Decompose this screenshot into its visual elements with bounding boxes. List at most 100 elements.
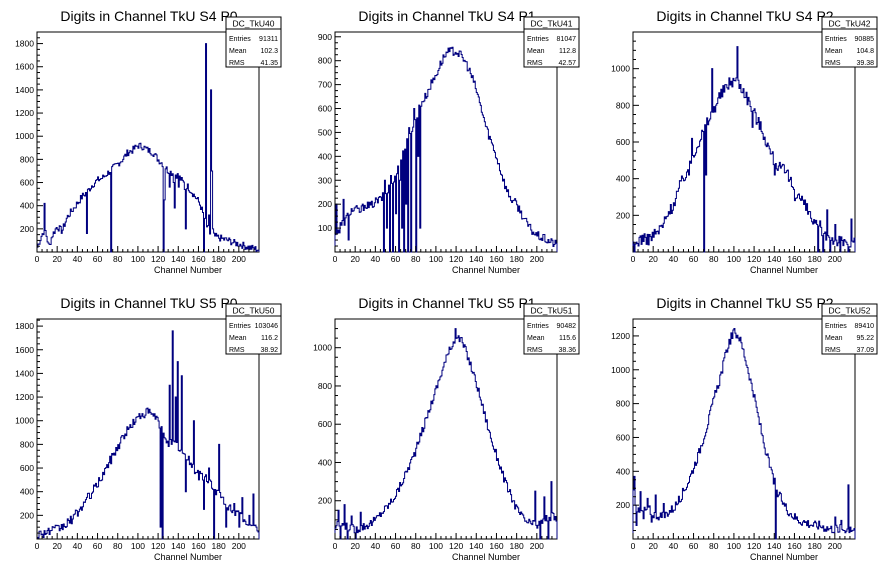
- y-tick-label: 600: [616, 432, 630, 442]
- histogram-series: [632, 46, 856, 253]
- stats-box-frame: [523, 303, 580, 355]
- histogram-panel: Digits in Channel TkU S4 P1 0 20 40 60 80 100 1…: [318, 8, 580, 275]
- chart-title: Digits in Channel TkU S4 P1: [358, 8, 535, 24]
- stats-value: 112.8: [559, 48, 576, 55]
- stats-label: RMS: [229, 347, 245, 354]
- x-tick-label: 140: [469, 541, 483, 551]
- y-tick-label: 600: [20, 463, 34, 473]
- stats-value: 90482: [557, 323, 577, 330]
- x-tick-label: 60: [391, 254, 401, 264]
- x-tick-label: 160: [191, 541, 205, 551]
- stats-name: DC_TkU50: [232, 306, 274, 316]
- x-tick-label: 100: [429, 541, 443, 551]
- x-tick-label: 100: [131, 254, 145, 264]
- stats-name: DC_TkU41: [530, 19, 572, 29]
- x-axis-label: Channel Number: [154, 552, 222, 562]
- x-tick-label: 0: [333, 541, 338, 551]
- y-tick-label: 700: [318, 80, 332, 90]
- y-tick-label: 1200: [15, 392, 34, 402]
- y-tick-label: 800: [616, 100, 630, 110]
- y-tick-label: 800: [318, 381, 332, 391]
- stats-label: RMS: [825, 347, 841, 354]
- x-tick-label: 100: [727, 541, 741, 551]
- y-tick-label: 500: [318, 127, 332, 137]
- histogram-panel: Digits in Channel TkU S5 P1 0 20 40 60 80 100 1…: [313, 295, 580, 562]
- y-tick-label: 1000: [313, 343, 332, 353]
- stats-value: 38.92: [260, 347, 278, 354]
- stats-value: 91311: [259, 36, 278, 43]
- histogram-panel: Digits in Channel TkU S5 P2 0 20 40 60 80 100 1…: [611, 295, 878, 562]
- x-axis-label: Channel Number: [750, 552, 818, 562]
- chart-title: Digits in Channel TkU S5 P0: [60, 295, 237, 311]
- x-tick-label: 0: [631, 254, 636, 264]
- y-tick-label: 800: [20, 154, 34, 164]
- histogram-series: [632, 327, 856, 540]
- stats-label: Mean: [229, 335, 247, 342]
- x-tick-label: 100: [727, 254, 741, 264]
- stats-label: RMS: [527, 60, 543, 67]
- x-tick-label: 0: [35, 541, 40, 551]
- y-tick-label: 600: [318, 104, 332, 114]
- stats-box: DC_TkU40 Entries 91311 Mean 102.3 RMS 41.35: [225, 16, 282, 68]
- histogram-series: [36, 330, 260, 540]
- y-tick-label: 400: [20, 487, 34, 497]
- x-axis-label: Channel Number: [750, 265, 818, 275]
- x-tick-label: 140: [767, 254, 781, 264]
- x-tick-label: 120: [151, 254, 165, 264]
- x-tick-label: 140: [767, 541, 781, 551]
- x-tick-label: 140: [469, 254, 483, 264]
- y-tick-label: 200: [318, 496, 332, 506]
- x-tick-label: 60: [391, 541, 401, 551]
- stats-box: DC_TkU52 Entries 89410 Mean 95.22 RMS 37.09: [821, 303, 878, 355]
- histogram-series: [36, 43, 260, 253]
- y-tick-label: 1200: [15, 108, 34, 118]
- stats-value: 81047: [557, 36, 577, 43]
- histogram-panel: Digits in Channel TkU S5 P0 0 20 40 60 80 100 1…: [15, 295, 282, 562]
- stats-label: Entries: [229, 36, 251, 43]
- y-tick-label: 1000: [15, 416, 34, 426]
- y-tick-label: 400: [318, 151, 332, 161]
- stats-value: 39.38: [856, 60, 874, 67]
- x-tick-label: 140: [171, 254, 185, 264]
- chart-title: Digits in Channel TkU S4 P0: [60, 8, 237, 24]
- stats-value: 41.35: [260, 60, 278, 67]
- stats-value: 38.36: [558, 347, 576, 354]
- x-tick-label: 200: [232, 254, 246, 264]
- x-axis-label: Channel Number: [154, 265, 222, 275]
- y-tick-label: 1800: [15, 39, 34, 49]
- x-tick-label: 120: [151, 541, 165, 551]
- x-tick-label: 60: [93, 254, 103, 264]
- stats-value: 42.57: [558, 60, 576, 67]
- chart-title: Digits in Channel TkU S5 P1: [358, 295, 535, 311]
- x-tick-label: 40: [371, 541, 381, 551]
- stats-box: DC_TkU42 Entries 90885 Mean 104.8 RMS 39.38: [821, 16, 878, 68]
- x-tick-label: 60: [689, 541, 699, 551]
- stats-label: Mean: [229, 48, 247, 55]
- stats-name: DC_TkU40: [232, 19, 274, 29]
- x-tick-label: 160: [489, 254, 503, 264]
- y-tick-label: 1200: [611, 331, 630, 341]
- stats-label: Entries: [825, 323, 847, 330]
- x-tick-label: 60: [689, 254, 699, 264]
- y-tick-label: 200: [616, 500, 630, 510]
- x-tick-label: 20: [648, 254, 658, 264]
- stats-value: 95.22: [856, 335, 874, 342]
- x-tick-label: 80: [411, 254, 421, 264]
- y-tick-label: 1800: [15, 321, 34, 331]
- y-tick-label: 800: [616, 399, 630, 409]
- y-tick-label: 800: [318, 56, 332, 66]
- y-tick-label: 1000: [611, 64, 630, 74]
- stats-value: 115.6: [559, 335, 576, 342]
- y-tick-label: 200: [20, 224, 34, 234]
- x-tick-label: 80: [709, 254, 719, 264]
- stats-value: 89410: [855, 323, 875, 330]
- stats-box-frame: [821, 303, 878, 355]
- stats-value: 104.8: [856, 48, 874, 55]
- stats-box-frame: [523, 16, 580, 68]
- y-tick-label: 1000: [15, 131, 34, 141]
- x-tick-label: 200: [530, 254, 544, 264]
- y-tick-label: 300: [318, 175, 332, 185]
- chart-title: Digits in Channel TkU S4 P2: [656, 8, 833, 24]
- x-axis-label: Channel Number: [452, 265, 520, 275]
- x-tick-label: 40: [73, 541, 83, 551]
